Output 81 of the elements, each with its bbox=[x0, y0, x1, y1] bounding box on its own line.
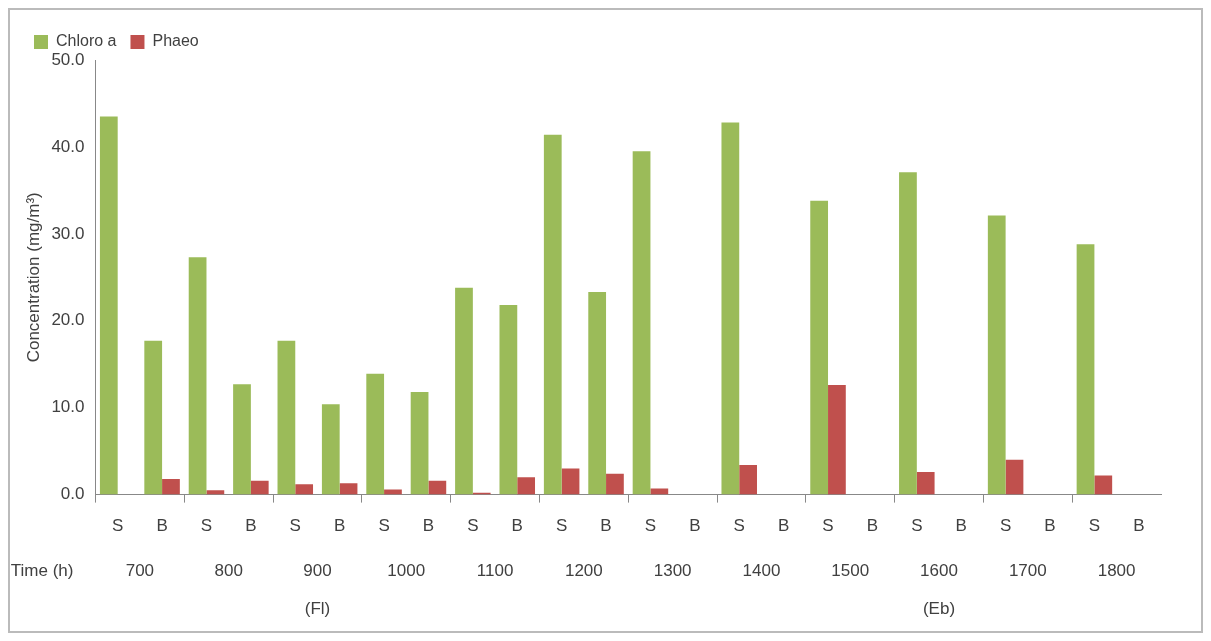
x-tick-label: S bbox=[911, 516, 923, 536]
x-tick-label: S bbox=[289, 516, 301, 536]
bar bbox=[250, 480, 269, 495]
x-tick-label: S bbox=[112, 516, 124, 536]
bar bbox=[499, 305, 518, 495]
bar bbox=[1094, 475, 1113, 495]
x-axis-title: Time (h) bbox=[10, 560, 74, 580]
bar bbox=[916, 472, 935, 495]
bar bbox=[455, 287, 473, 495]
y-tick-label: 10.0 bbox=[51, 397, 85, 417]
bar bbox=[428, 480, 447, 495]
text: 1300 bbox=[653, 560, 692, 580]
bar bbox=[517, 477, 536, 495]
x-tick-label: B bbox=[777, 516, 790, 536]
bar bbox=[188, 257, 207, 495]
x-tick-label: B bbox=[1044, 516, 1056, 536]
x-tick-label: B bbox=[955, 516, 967, 536]
text: 1700 bbox=[1008, 560, 1047, 580]
bar bbox=[828, 385, 846, 495]
bar bbox=[384, 489, 402, 495]
text: 900 bbox=[303, 560, 332, 580]
text: 1800 bbox=[1097, 560, 1136, 580]
bar bbox=[206, 490, 225, 495]
x-tick-label: S bbox=[200, 516, 213, 536]
bar bbox=[1005, 459, 1024, 495]
x-tick-label: S bbox=[822, 516, 834, 536]
bar bbox=[721, 122, 740, 495]
bar bbox=[410, 392, 429, 495]
bar bbox=[321, 404, 340, 495]
y-tick-label: 40.0 bbox=[51, 136, 85, 156]
bar bbox=[561, 468, 580, 495]
bar bbox=[1076, 244, 1095, 495]
x-tick-label: S bbox=[644, 516, 657, 536]
bar bbox=[99, 116, 118, 495]
bar bbox=[295, 484, 314, 495]
bar bbox=[543, 134, 562, 495]
bar bbox=[739, 465, 757, 495]
y-axis-title: Concentration (mg/m³) bbox=[23, 192, 43, 363]
bar bbox=[366, 373, 385, 495]
bar bbox=[233, 384, 251, 495]
legend-label: Phaeo bbox=[152, 32, 199, 50]
x-tick-label: B bbox=[689, 516, 701, 536]
x-tick-label: B bbox=[511, 516, 523, 536]
text: 1100 bbox=[476, 560, 514, 580]
text: 1400 bbox=[742, 560, 781, 580]
x-tick-label: B bbox=[245, 516, 257, 536]
text: 1600 bbox=[920, 560, 958, 580]
x-tick-label: S bbox=[733, 516, 745, 536]
legend-label: Chloro a bbox=[56, 32, 117, 50]
text: 1000 bbox=[387, 560, 426, 580]
x-tick-label: B bbox=[600, 516, 612, 536]
x-tick-label: S bbox=[467, 516, 479, 536]
x-tick-label: B bbox=[1133, 516, 1145, 536]
text: 1200 bbox=[564, 560, 603, 580]
y-tick-label: 20.0 bbox=[51, 310, 85, 330]
bar bbox=[588, 292, 607, 495]
bar bbox=[277, 340, 296, 495]
y-tick-label: 0.0 bbox=[60, 484, 85, 504]
x-tick-label: B bbox=[334, 516, 346, 536]
text: (Fl) bbox=[304, 598, 331, 618]
x-tick-label: S bbox=[555, 516, 568, 536]
text: 800 bbox=[214, 560, 243, 580]
x-tick-label: B bbox=[156, 516, 168, 536]
bar bbox=[632, 151, 651, 495]
bar bbox=[810, 200, 829, 495]
x-tick-label: S bbox=[999, 516, 1012, 536]
bar bbox=[144, 340, 163, 495]
bar bbox=[899, 172, 917, 495]
text: 700 bbox=[125, 560, 155, 580]
x-tick-label: S bbox=[1088, 516, 1101, 536]
x-tick-label: B bbox=[422, 516, 435, 536]
x-tick-label: B bbox=[866, 516, 879, 536]
bar bbox=[339, 483, 358, 495]
text: (Eb) bbox=[922, 598, 956, 618]
x-tick-label: S bbox=[378, 516, 390, 536]
bar bbox=[162, 478, 180, 495]
y-tick-label: 50.0 bbox=[51, 49, 85, 69]
text: 1500 bbox=[831, 560, 870, 580]
y-tick-label: 30.0 bbox=[51, 223, 85, 243]
bar bbox=[987, 215, 1006, 495]
bar bbox=[606, 473, 624, 495]
